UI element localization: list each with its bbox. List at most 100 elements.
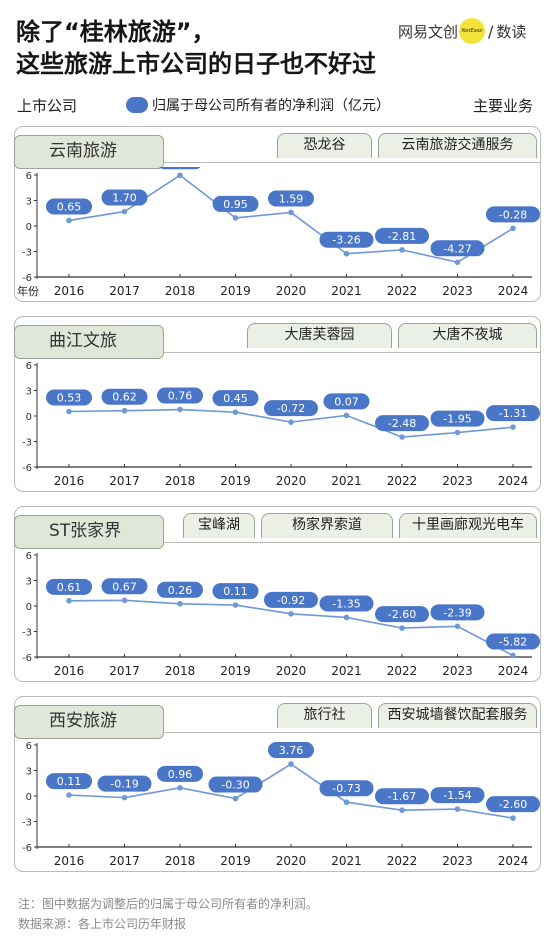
data-label: -0.30	[221, 779, 249, 792]
x-tick-label: 2023	[442, 854, 473, 868]
x-tick-label: 2019	[220, 664, 251, 678]
y-tick-label: 6	[26, 171, 32, 182]
data-label: 0.45	[223, 392, 248, 405]
business-tag: 旅行社	[277, 703, 372, 728]
data-label: 0.65	[57, 200, 82, 213]
data-label-bg	[375, 227, 429, 244]
data-point	[121, 794, 128, 801]
data-label: -1.54	[443, 789, 471, 802]
y-tick-label: 3	[26, 387, 32, 398]
data-label-bg	[46, 578, 92, 595]
data-label: -1.31	[499, 407, 527, 420]
data-point	[399, 434, 405, 440]
x-tick-label: 2017	[109, 664, 140, 678]
data-label-bg	[264, 400, 318, 417]
data-label: -0.92	[277, 594, 305, 607]
data-label-bg	[375, 788, 429, 805]
data-point	[121, 597, 128, 604]
brand-logo: 网易文创 NetEase / 数读	[398, 18, 526, 44]
business-tag: 云南旅游交通服务	[378, 133, 537, 158]
y-tick-label: -3	[22, 628, 32, 639]
x-tick-label: 2020	[276, 854, 307, 868]
data-label: -0.73	[332, 782, 360, 795]
x-tick-label: 2018	[165, 474, 196, 488]
data-label-bg	[323, 393, 370, 410]
y-tick-label: -3	[22, 248, 32, 259]
data-point	[177, 600, 183, 607]
data-label-bg	[46, 198, 92, 215]
data-label: 0.61	[57, 581, 82, 594]
x-tick-label: 2021	[331, 854, 362, 868]
title-line-1: 除了“桂林旅游”，	[16, 18, 216, 46]
data-label-bg	[319, 231, 374, 248]
y-tick-label: -6	[22, 843, 32, 854]
legend-series: 归属于母公司所有者的净利润（亿元）	[126, 95, 390, 115]
data-label: 0.11	[57, 775, 82, 788]
x-tick-label: 2021	[331, 664, 362, 678]
data-point	[232, 602, 239, 608]
x-tick-label: 2023	[442, 284, 473, 298]
data-point	[232, 409, 239, 415]
data-label-bg	[208, 776, 263, 793]
data-label-bg	[101, 189, 148, 206]
legend-swatch-icon	[126, 97, 148, 113]
x-axis-title: 年份	[17, 284, 39, 298]
data-label-bg	[212, 195, 259, 212]
data-label-bg	[157, 765, 203, 782]
x-tick-label: 2020	[276, 664, 307, 678]
y-tick-label: 6	[26, 361, 32, 372]
data-label-bg	[212, 390, 259, 407]
line-chart: 6 3 0 -3 -6 0.65 2016 1.70 2017 5.97 2018 0.95 2019 1…	[17, 167, 540, 298]
business-tag: 大唐不夜城	[398, 323, 537, 348]
line-chart: 6 3 0 -3 -6 0.53 2016 0.62 2017 0.76 2018 0.45 2019 -…	[22, 361, 540, 488]
data-label-bg	[430, 604, 485, 621]
business-tag: 杨家界索道	[261, 513, 393, 538]
business-tag: 西安城墙餐饮配套服务	[378, 703, 537, 728]
x-tick-label: 2021	[331, 284, 362, 298]
data-label-bg	[486, 796, 540, 813]
y-tick-label: -3	[22, 818, 32, 829]
x-tick-label: 2024	[498, 284, 529, 298]
footnote-note: 注：图中数据为调整后的归属于母公司所有者的净利润。	[18, 897, 319, 911]
data-label-bg	[264, 591, 318, 608]
data-label-bg	[97, 775, 152, 792]
y-tick-label: -6	[22, 463, 32, 474]
data-point	[177, 406, 183, 413]
logo-sub: 数读	[496, 22, 527, 41]
x-tick-label: 2022	[387, 474, 418, 488]
data-label: -0.19	[110, 778, 138, 791]
x-tick-label: 2019	[220, 854, 251, 868]
x-tick-label: 2016	[54, 474, 85, 488]
legend-business-label: 主要业务	[472, 97, 533, 115]
data-point	[399, 625, 405, 631]
data-point	[343, 614, 350, 621]
data-label-bg	[101, 578, 148, 595]
x-tick-label: 2023	[442, 474, 473, 488]
x-tick-label: 2018	[165, 854, 196, 868]
data-label-bg	[46, 773, 92, 790]
y-tick-label: -6	[22, 653, 32, 664]
data-label-bg	[319, 780, 374, 797]
data-point	[66, 792, 72, 798]
panel-divider	[15, 162, 540, 163]
data-label: 5.97	[168, 167, 193, 168]
company-tab: 曲江文旅	[14, 325, 164, 359]
data-label: -3.26	[332, 234, 360, 247]
business-tag: 大唐芙蓉园	[247, 323, 392, 348]
company-tab: ST张家界	[14, 515, 164, 549]
logo-name: 网易文创	[398, 22, 459, 41]
x-tick-label: 2023	[442, 664, 473, 678]
legend-company-label: 上市公司	[17, 97, 78, 115]
data-point	[232, 795, 239, 802]
x-tick-label: 2019	[220, 284, 251, 298]
business-tag: 十里画廊观光电车	[399, 513, 537, 538]
data-label-bg	[486, 206, 540, 223]
data-label-bg	[268, 742, 314, 759]
data-label: 0.96	[168, 768, 193, 781]
data-point	[343, 250, 350, 257]
data-label: 0.76	[168, 390, 193, 403]
data-point	[288, 419, 294, 425]
data-point	[177, 172, 183, 179]
data-label-bg	[430, 410, 485, 427]
x-tick-label: 2021	[331, 474, 362, 488]
